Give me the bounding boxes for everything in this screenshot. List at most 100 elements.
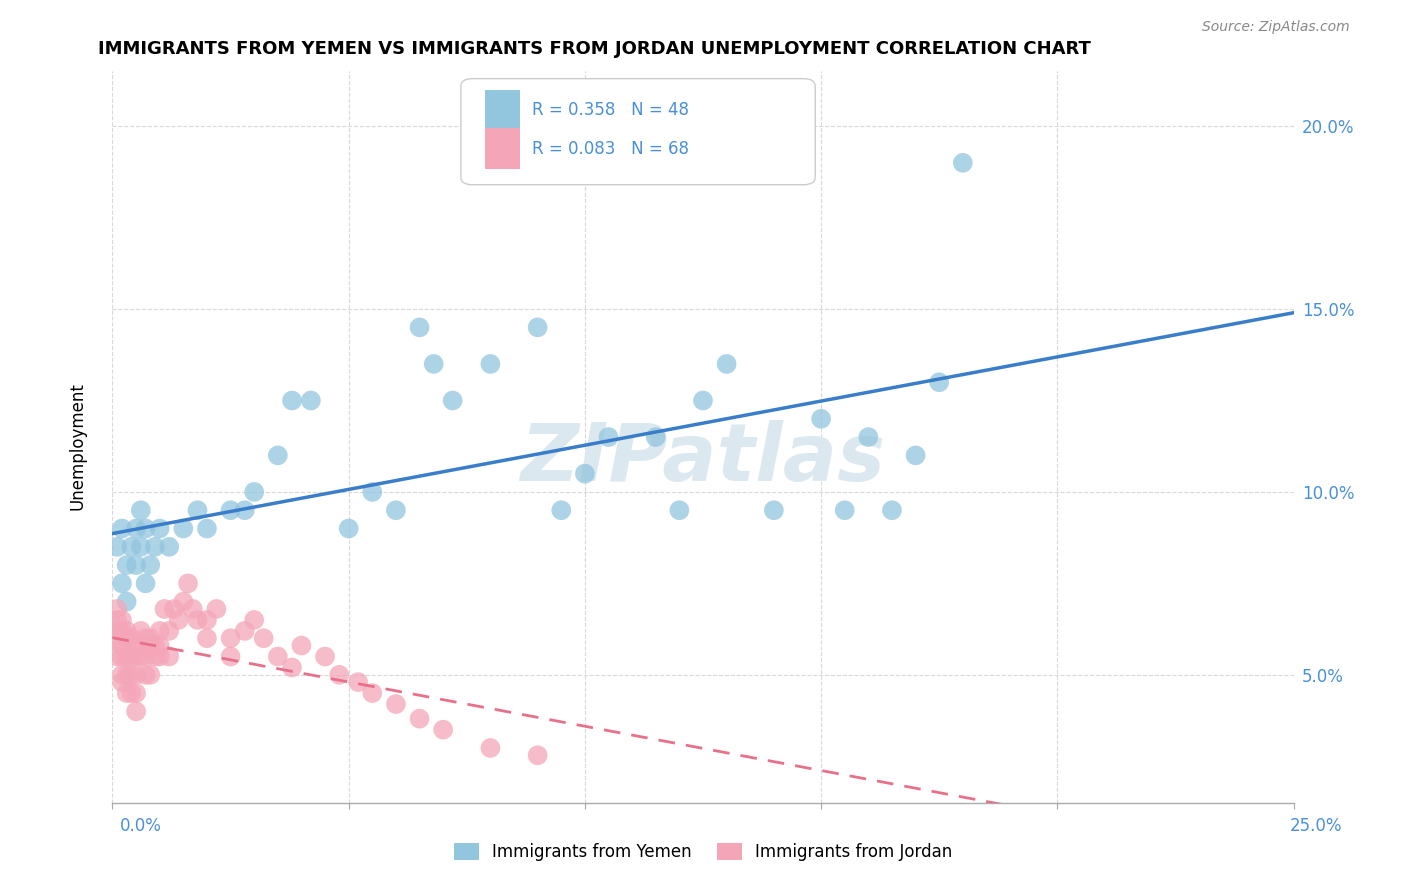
Point [385, 697, 408, 711]
Text: R = 0.358   N = 48: R = 0.358 N = 48 [531, 101, 689, 119]
Point [111, 639, 134, 653]
Point [233, 624, 256, 638]
Point [157, 540, 180, 554]
Point [328, 667, 350, 681]
Point [135, 576, 157, 591]
Point [111, 667, 134, 681]
Point [111, 613, 134, 627]
Point [432, 723, 454, 737]
Bar [485, 128, 520, 169]
Point [163, 602, 186, 616]
Point [668, 503, 690, 517]
Point [337, 521, 360, 535]
Point [143, 639, 166, 653]
Point [219, 649, 242, 664]
Point [135, 649, 157, 664]
Point [347, 675, 370, 690]
Point [952, 155, 974, 169]
Point [834, 503, 856, 517]
Point [125, 649, 148, 664]
Point [195, 521, 218, 535]
Point [115, 632, 138, 646]
Point [408, 320, 430, 334]
Point [172, 594, 194, 608]
Point [205, 602, 228, 616]
Point [105, 602, 128, 616]
Text: 25.0%: 25.0% [1291, 817, 1343, 835]
Point [172, 521, 194, 535]
Point [598, 430, 620, 444]
Point [479, 740, 502, 755]
Point [105, 632, 128, 646]
FancyBboxPatch shape [461, 78, 815, 185]
Point [550, 503, 572, 517]
Point [716, 357, 738, 371]
Point [129, 624, 152, 638]
Point [120, 686, 142, 700]
Point [111, 521, 134, 535]
Point [157, 624, 180, 638]
Legend: Immigrants from Yemen, Immigrants from Jordan: Immigrants from Yemen, Immigrants from J… [447, 836, 959, 868]
Point [115, 594, 138, 608]
Point [135, 521, 157, 535]
Point [153, 602, 176, 616]
Point [281, 393, 304, 408]
Point [139, 632, 162, 646]
Point [195, 632, 218, 646]
Point [167, 613, 190, 627]
Point [253, 632, 276, 646]
Point [219, 503, 242, 517]
Point [129, 649, 152, 664]
Point [644, 430, 666, 444]
Point [111, 576, 134, 591]
Point [115, 558, 138, 573]
Bar [485, 90, 520, 130]
Point [143, 540, 166, 554]
Point [880, 503, 903, 517]
Point [105, 649, 128, 664]
Point [441, 393, 464, 408]
Point [177, 576, 200, 591]
Point [115, 686, 138, 700]
Point [111, 624, 134, 638]
Point [243, 613, 266, 627]
Point [139, 667, 162, 681]
Point [125, 639, 148, 653]
Point [361, 686, 384, 700]
Point [135, 667, 157, 681]
Point [904, 448, 927, 462]
Point [111, 675, 134, 690]
Point [526, 748, 548, 763]
Point [120, 667, 142, 681]
Point [139, 558, 162, 573]
Point [299, 393, 322, 408]
Point [149, 624, 172, 638]
Point [408, 712, 430, 726]
Point [115, 624, 138, 638]
Point [105, 540, 128, 554]
Point [267, 448, 290, 462]
Point [479, 357, 502, 371]
Point [290, 639, 312, 653]
Point [692, 393, 714, 408]
Point [125, 667, 148, 681]
Point [105, 613, 128, 627]
Point [267, 649, 290, 664]
Point [139, 639, 162, 653]
Point [574, 467, 596, 481]
Point [361, 485, 384, 500]
Point [125, 558, 148, 573]
Point [129, 503, 152, 517]
Point [120, 649, 142, 664]
Point [115, 667, 138, 681]
Point [129, 540, 152, 554]
Point [314, 649, 336, 664]
Point [858, 430, 880, 444]
Point [281, 660, 304, 674]
Point [157, 649, 180, 664]
Point [129, 639, 152, 653]
Point [385, 503, 408, 517]
Text: Unemployment: Unemployment [69, 382, 86, 510]
Point [111, 649, 134, 664]
Text: Source: ZipAtlas.com: Source: ZipAtlas.com [1202, 21, 1350, 34]
